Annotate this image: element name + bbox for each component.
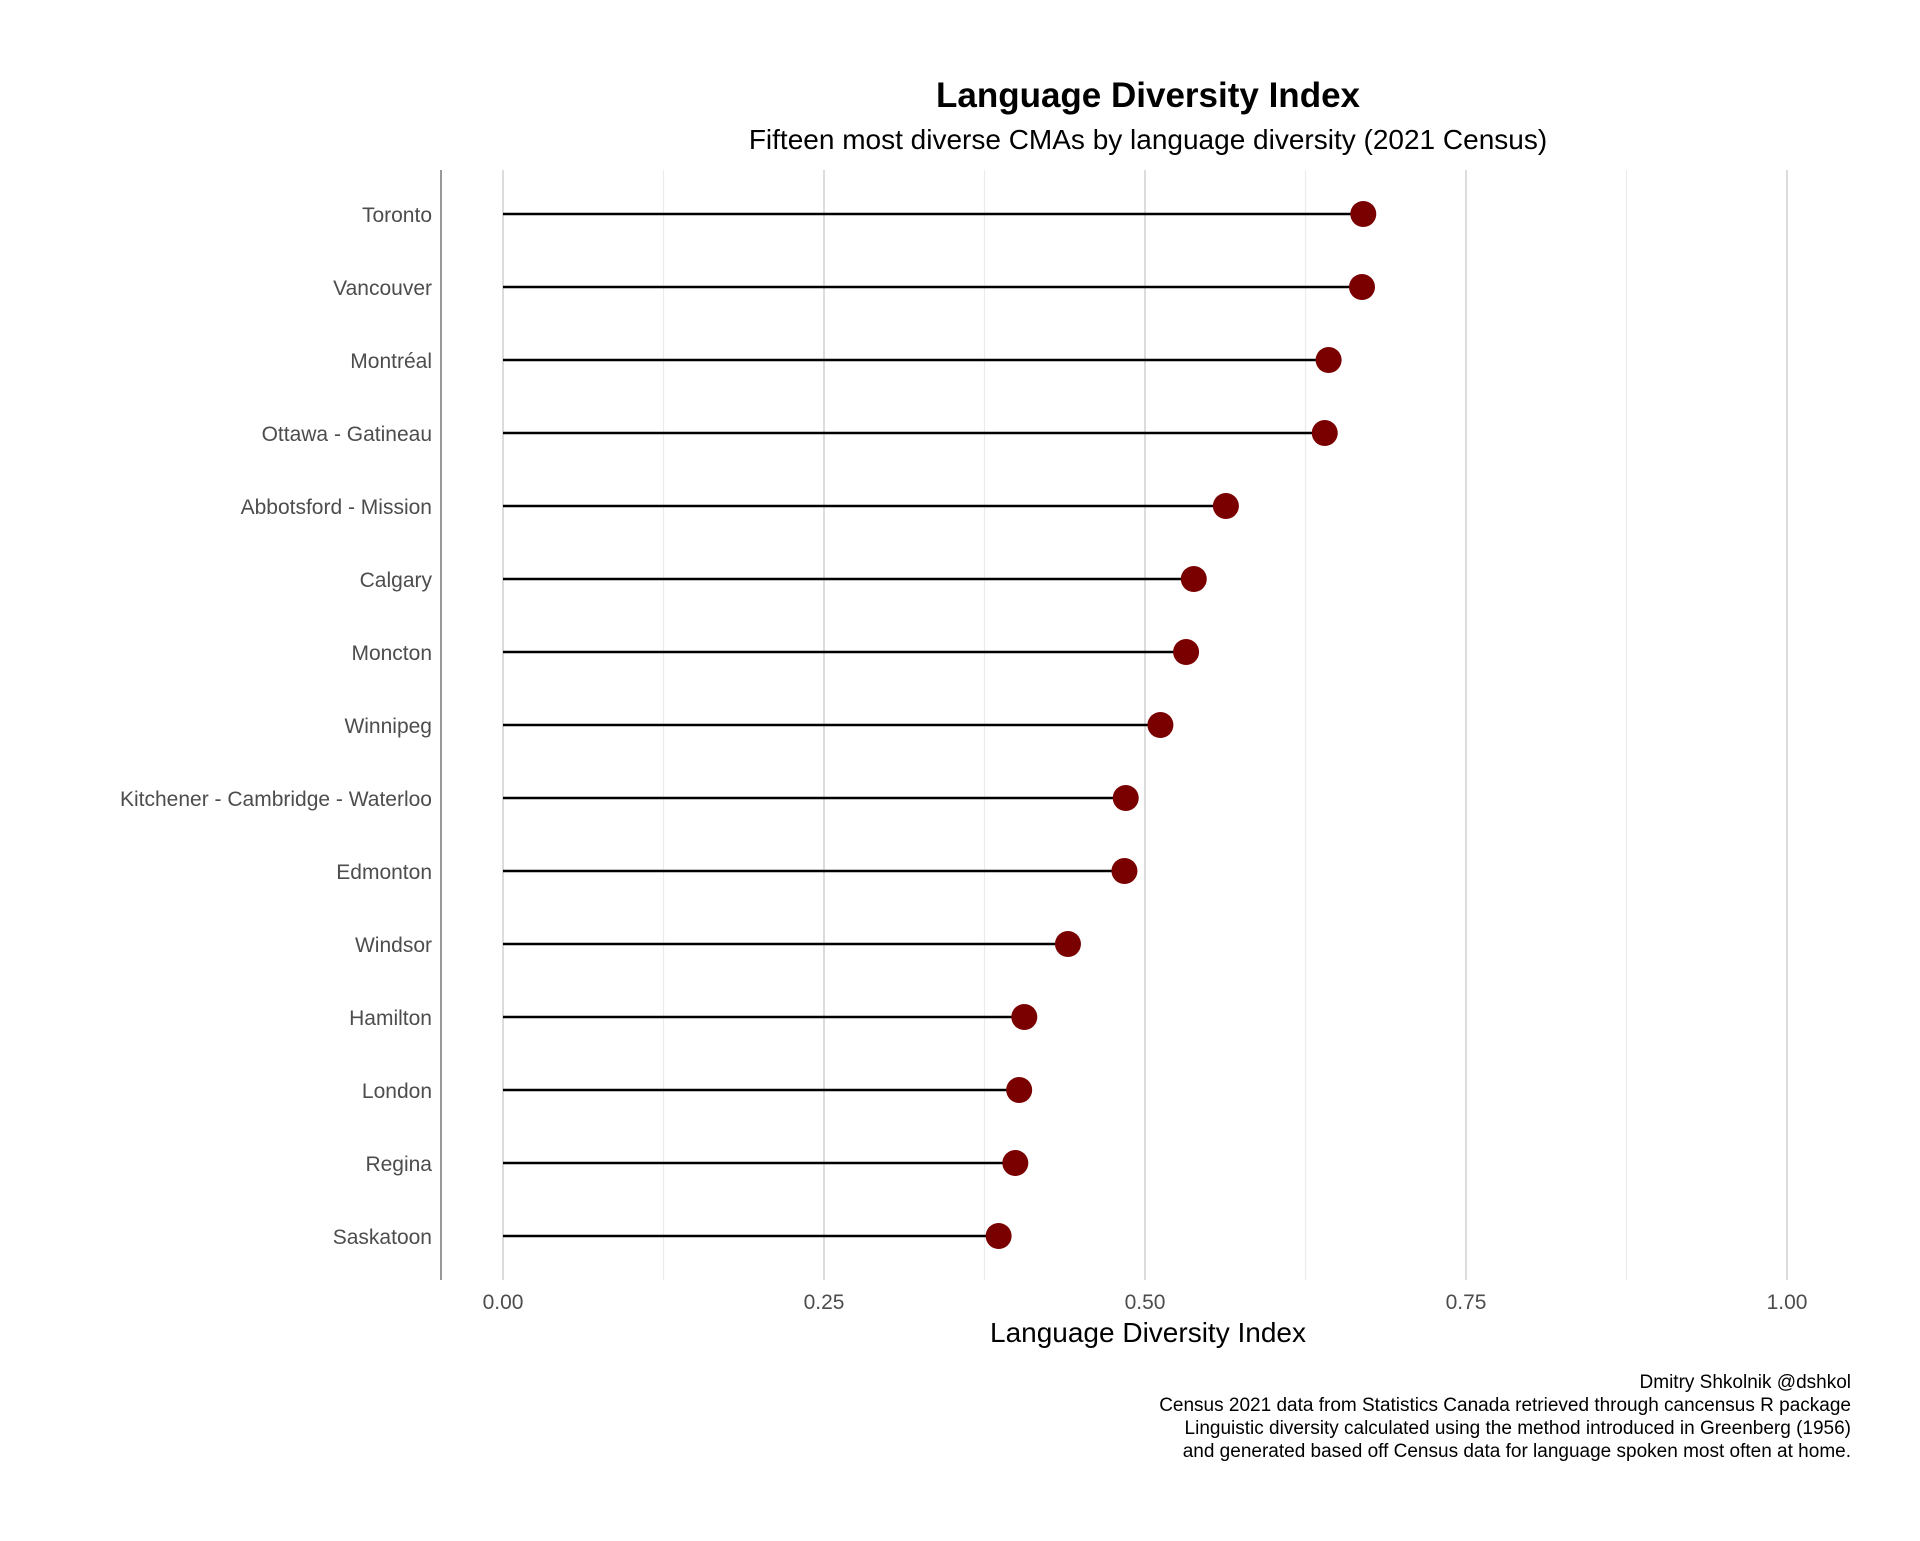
category-label: Saskatoon: [333, 1226, 432, 1249]
data-point: [1054, 931, 1081, 957]
x-axis-ticks: 0.00 0.25 0.50 0.75 1.00: [483, 1291, 1808, 1314]
data-point: [1006, 1077, 1033, 1103]
x-tick-label: 0.75: [1446, 1291, 1487, 1314]
data-point: [1350, 201, 1377, 227]
x-tick-label: 0.25: [804, 1291, 845, 1314]
chart-subtitle: Fifteen most diverse CMAs by language di…: [749, 124, 1547, 155]
data-point: [985, 1223, 1012, 1249]
x-tick-label: 0.00: [483, 1291, 524, 1314]
caption-line: Dmitry Shkolnik @dshkol: [1640, 1372, 1851, 1393]
data-point: [1315, 347, 1342, 373]
category-label: Regina: [365, 1153, 432, 1176]
category-label: Vancouver: [333, 277, 432, 300]
x-axis-title: Language Diversity Index: [990, 1317, 1306, 1348]
category-label: Kitchener - Cambridge - Waterloo: [120, 788, 432, 811]
category-label: Toronto: [362, 204, 432, 227]
category-label: Calgary: [360, 569, 433, 592]
category-label: Winnipeg: [344, 715, 432, 738]
data-point: [1311, 420, 1338, 446]
category-label: Montréal: [350, 350, 432, 373]
category-label: Windsor: [355, 934, 432, 957]
x-tick-label: 0.50: [1125, 1291, 1166, 1314]
category-label: Ottawa - Gatineau: [262, 423, 432, 446]
y-axis-labels: Toronto Vancouver Montréal Ottawa - Gatinea…: [120, 204, 433, 1249]
category-label: Edmonton: [336, 861, 432, 884]
x-tick-label: 1.00: [1767, 1291, 1808, 1314]
caption-line: and generated based off Census data for …: [1183, 1441, 1851, 1462]
data-point: [1112, 785, 1139, 811]
data-point: [1348, 274, 1375, 300]
data-point: [1147, 712, 1174, 738]
data-point: [1212, 493, 1239, 519]
data-point: [1180, 566, 1207, 592]
category-label: Moncton: [351, 642, 432, 665]
caption-line: Census 2021 data from Statistics Canada …: [1159, 1395, 1851, 1416]
category-label: London: [362, 1080, 432, 1103]
lollipop-points: [985, 201, 1377, 1249]
category-label: Abbotsford - Mission: [241, 496, 432, 519]
chart-title: Language Diversity Index: [936, 76, 1361, 115]
category-label: Hamilton: [349, 1007, 432, 1030]
data-point: [1002, 1150, 1029, 1176]
data-point: [1111, 858, 1138, 884]
caption-line: Linguistic diversity calculated using th…: [1185, 1418, 1851, 1439]
lollipop-stems: [503, 212, 1364, 1238]
data-point: [1011, 1004, 1038, 1030]
data-point: [1173, 639, 1200, 665]
